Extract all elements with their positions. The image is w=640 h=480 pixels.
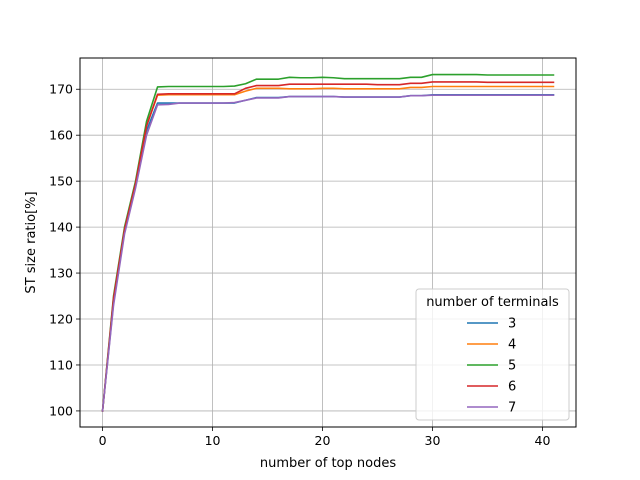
series-line-7 [101,94,555,412]
y-tick-label: 160 [49,128,73,143]
legend-box [415,288,570,421]
legend: number of terminals 3 4 5 6 7 [415,288,570,421]
series-line-5 [101,73,555,412]
y-tick-label: 150 [49,174,73,189]
y-axis-ticks: 100 110 120 130 140 150 160 170 [49,82,80,418]
x-tick-label: 40 [535,433,551,448]
x-tick-label: 0 [99,433,107,448]
y-tick-label: 100 [49,403,73,418]
y-tick-label: 120 [49,312,73,327]
series-line-6 [101,81,555,412]
plot-frame [79,57,577,428]
y-tick-label: 110 [49,357,73,372]
legend-label-4: 4 [508,338,516,353]
x-tick-label: 20 [315,433,331,448]
y-tick-label: 170 [49,82,73,97]
x-tick-label: 10 [205,433,221,448]
x-tick-label: 30 [425,433,441,448]
legend-label-7: 7 [508,401,516,416]
legend-title: number of terminals [426,295,559,310]
series-layer [101,73,555,412]
y-tick-label: 140 [49,220,73,235]
grid [80,58,576,427]
y-tick-label: 130 [49,266,73,281]
legend-items: 3 4 5 6 7 [467,317,516,416]
x-axis-label: number of top nodes [260,456,396,471]
series-line-4 [101,85,555,412]
legend-label-5: 5 [508,359,516,374]
legend-label-6: 6 [508,380,516,395]
x-axis-ticks: 0 10 20 30 40 [99,427,551,448]
legend-label-3: 3 [508,317,516,332]
y-axis-label: ST size ratio[%] [24,191,39,293]
